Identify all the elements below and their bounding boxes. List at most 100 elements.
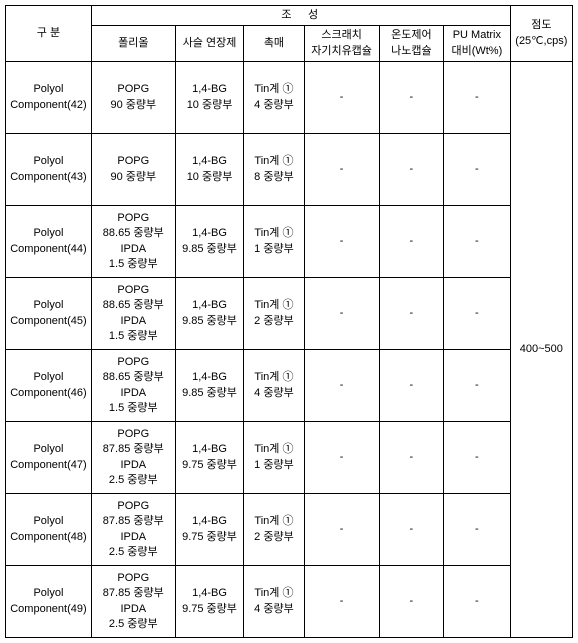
cell-pu: - bbox=[444, 494, 511, 566]
cell-scratch-line: - bbox=[307, 522, 377, 537]
cell-catalyst-line: Tin계 ① bbox=[246, 82, 301, 97]
cell-scratch-line: - bbox=[307, 306, 377, 321]
cell-scratch: - bbox=[304, 422, 379, 494]
cell-polyol: POPG88.65 중량부IPDA1.5 중량부 bbox=[91, 278, 175, 350]
table-row: PolyolComponent(43)POPG90 중량부1,4-BG10 중량… bbox=[6, 134, 573, 206]
cell-pu: - bbox=[444, 278, 511, 350]
cell-pu-line: - bbox=[446, 522, 508, 537]
cell-chain: 1,4-BG9.85 중량부 bbox=[175, 278, 244, 350]
cell-polyol-line: IPDA bbox=[94, 458, 173, 473]
cell-chain-line: 1,4-BG bbox=[178, 82, 242, 97]
cell-pu-line: - bbox=[446, 594, 508, 609]
row-label-line: Component(48) bbox=[8, 530, 89, 545]
cell-chain: 1,4-BG9.75 중량부 bbox=[175, 422, 244, 494]
cell-polyol: POPG88.65 중량부IPDA1.5 중량부 bbox=[91, 206, 175, 278]
cell-chain: 1,4-BG10 중량부 bbox=[175, 134, 244, 206]
row-label-line: Polyol bbox=[8, 370, 89, 385]
header-chain: 사슬 연장제 bbox=[175, 26, 244, 62]
cell-chain-line: 1,4-BG bbox=[178, 154, 242, 169]
cell-scratch-line: - bbox=[307, 234, 377, 249]
cell-scratch: - bbox=[304, 62, 379, 134]
cell-temp: - bbox=[379, 422, 443, 494]
cell-catalyst: Tin계 ①4 중량부 bbox=[244, 62, 304, 134]
row-label-line: Component(45) bbox=[8, 314, 89, 329]
row-label-line: Polyol bbox=[8, 442, 89, 457]
cell-catalyst-line: 8 중량부 bbox=[246, 170, 301, 185]
cell-catalyst: Tin계 ①8 중량부 bbox=[244, 134, 304, 206]
row-label: PolyolComponent(45) bbox=[6, 278, 92, 350]
cell-scratch-line: - bbox=[307, 90, 377, 105]
cell-catalyst-line: Tin계 ① bbox=[246, 226, 301, 241]
row-label: PolyolComponent(47) bbox=[6, 422, 92, 494]
cell-chain-line: 9.75 중량부 bbox=[178, 602, 242, 617]
header-pu-b: 대비(Wt%) bbox=[446, 44, 508, 59]
cell-polyol-line: IPDA bbox=[94, 602, 173, 617]
header-temp: 온도제어 나노캡슐 bbox=[379, 26, 443, 62]
cell-scratch-line: - bbox=[307, 450, 377, 465]
cell-catalyst-line: 1 중량부 bbox=[246, 242, 301, 257]
cell-temp: - bbox=[379, 62, 443, 134]
cell-polyol-line: IPDA bbox=[94, 242, 173, 257]
cell-polyol-line: 87.85 중량부 bbox=[94, 586, 173, 601]
cell-pu: - bbox=[444, 62, 511, 134]
cell-temp: - bbox=[379, 134, 443, 206]
row-label-line: Polyol bbox=[8, 298, 89, 313]
cell-chain: 1,4-BG9.85 중량부 bbox=[175, 206, 244, 278]
header-scratch: 스크래치 자기치유캡슐 bbox=[304, 26, 379, 62]
cell-scratch: - bbox=[304, 134, 379, 206]
cell-polyol-line: 1.5 중량부 bbox=[94, 329, 173, 344]
cell-polyol-line: IPDA bbox=[94, 530, 173, 545]
cell-catalyst: Tin계 ①2 중량부 bbox=[244, 494, 304, 566]
cell-polyol-line: 2.5 중량부 bbox=[94, 617, 173, 632]
cell-polyol: POPG90 중량부 bbox=[91, 62, 175, 134]
cell-chain-line: 10 중량부 bbox=[178, 170, 242, 185]
cell-scratch: - bbox=[304, 494, 379, 566]
cell-chain-line: 1,4-BG bbox=[178, 586, 242, 601]
header-viscosity-b: (25℃,cps) bbox=[513, 34, 570, 49]
cell-catalyst-line: 4 중량부 bbox=[246, 386, 301, 401]
cell-polyol-line: 90 중량부 bbox=[94, 98, 173, 113]
cell-polyol: POPG87.85 중량부IPDA2.5 중량부 bbox=[91, 494, 175, 566]
cell-polyol-line: POPG bbox=[94, 154, 173, 169]
row-label-line: Component(49) bbox=[8, 602, 89, 617]
cell-temp-line: - bbox=[382, 306, 441, 321]
cell-temp-line: - bbox=[382, 450, 441, 465]
row-label: PolyolComponent(48) bbox=[6, 494, 92, 566]
table-row: PolyolComponent(49)POPG87.85 중량부IPDA2.5 … bbox=[6, 566, 573, 638]
cell-polyol-line: 88.65 중량부 bbox=[94, 226, 173, 241]
table-row: PolyolComponent(46)POPG88.65 중량부IPDA1.5 … bbox=[6, 350, 573, 422]
row-label-line: Component(44) bbox=[8, 242, 89, 257]
row-label: PolyolComponent(44) bbox=[6, 206, 92, 278]
cell-catalyst-line: 2 중량부 bbox=[246, 530, 301, 545]
cell-chain-line: 1,4-BG bbox=[178, 298, 242, 313]
cell-catalyst-line: 1 중량부 bbox=[246, 458, 301, 473]
cell-scratch: - bbox=[304, 566, 379, 638]
cell-chain-line: 1,4-BG bbox=[178, 442, 242, 457]
row-label-line: Component(43) bbox=[8, 170, 89, 185]
row-label-line: Component(46) bbox=[8, 386, 89, 401]
cell-chain: 1,4-BG9.85 중량부 bbox=[175, 350, 244, 422]
cell-polyol-line: 2.5 중량부 bbox=[94, 473, 173, 488]
cell-catalyst: Tin계 ①2 중량부 bbox=[244, 278, 304, 350]
cell-catalyst-line: Tin계 ① bbox=[246, 586, 301, 601]
row-label-line: Polyol bbox=[8, 82, 89, 97]
row-label-line: Polyol bbox=[8, 586, 89, 601]
cell-temp: - bbox=[379, 206, 443, 278]
cell-polyol-line: 1.5 중량부 bbox=[94, 401, 173, 416]
header-rowhead: 구 분 bbox=[6, 6, 92, 62]
cell-chain-line: 1,4-BG bbox=[178, 370, 242, 385]
row-label-line: Component(42) bbox=[8, 98, 89, 113]
row-label-line: Polyol bbox=[8, 514, 89, 529]
cell-chain-line: 9.85 중량부 bbox=[178, 242, 242, 257]
cell-chain-line: 9.75 중량부 bbox=[178, 458, 242, 473]
cell-scratch-line: - bbox=[307, 162, 377, 177]
cell-polyol: POPG88.65 중량부IPDA1.5 중량부 bbox=[91, 350, 175, 422]
cell-polyol-line: IPDA bbox=[94, 314, 173, 329]
cell-pu-line: - bbox=[446, 234, 508, 249]
cell-temp-line: - bbox=[382, 378, 441, 393]
row-label: PolyolComponent(42) bbox=[6, 62, 92, 134]
cell-polyol-line: POPG bbox=[94, 355, 173, 370]
cell-catalyst: Tin계 ①4 중량부 bbox=[244, 566, 304, 638]
header-viscosity-a: 점도 bbox=[513, 18, 570, 33]
cell-pu: - bbox=[444, 566, 511, 638]
